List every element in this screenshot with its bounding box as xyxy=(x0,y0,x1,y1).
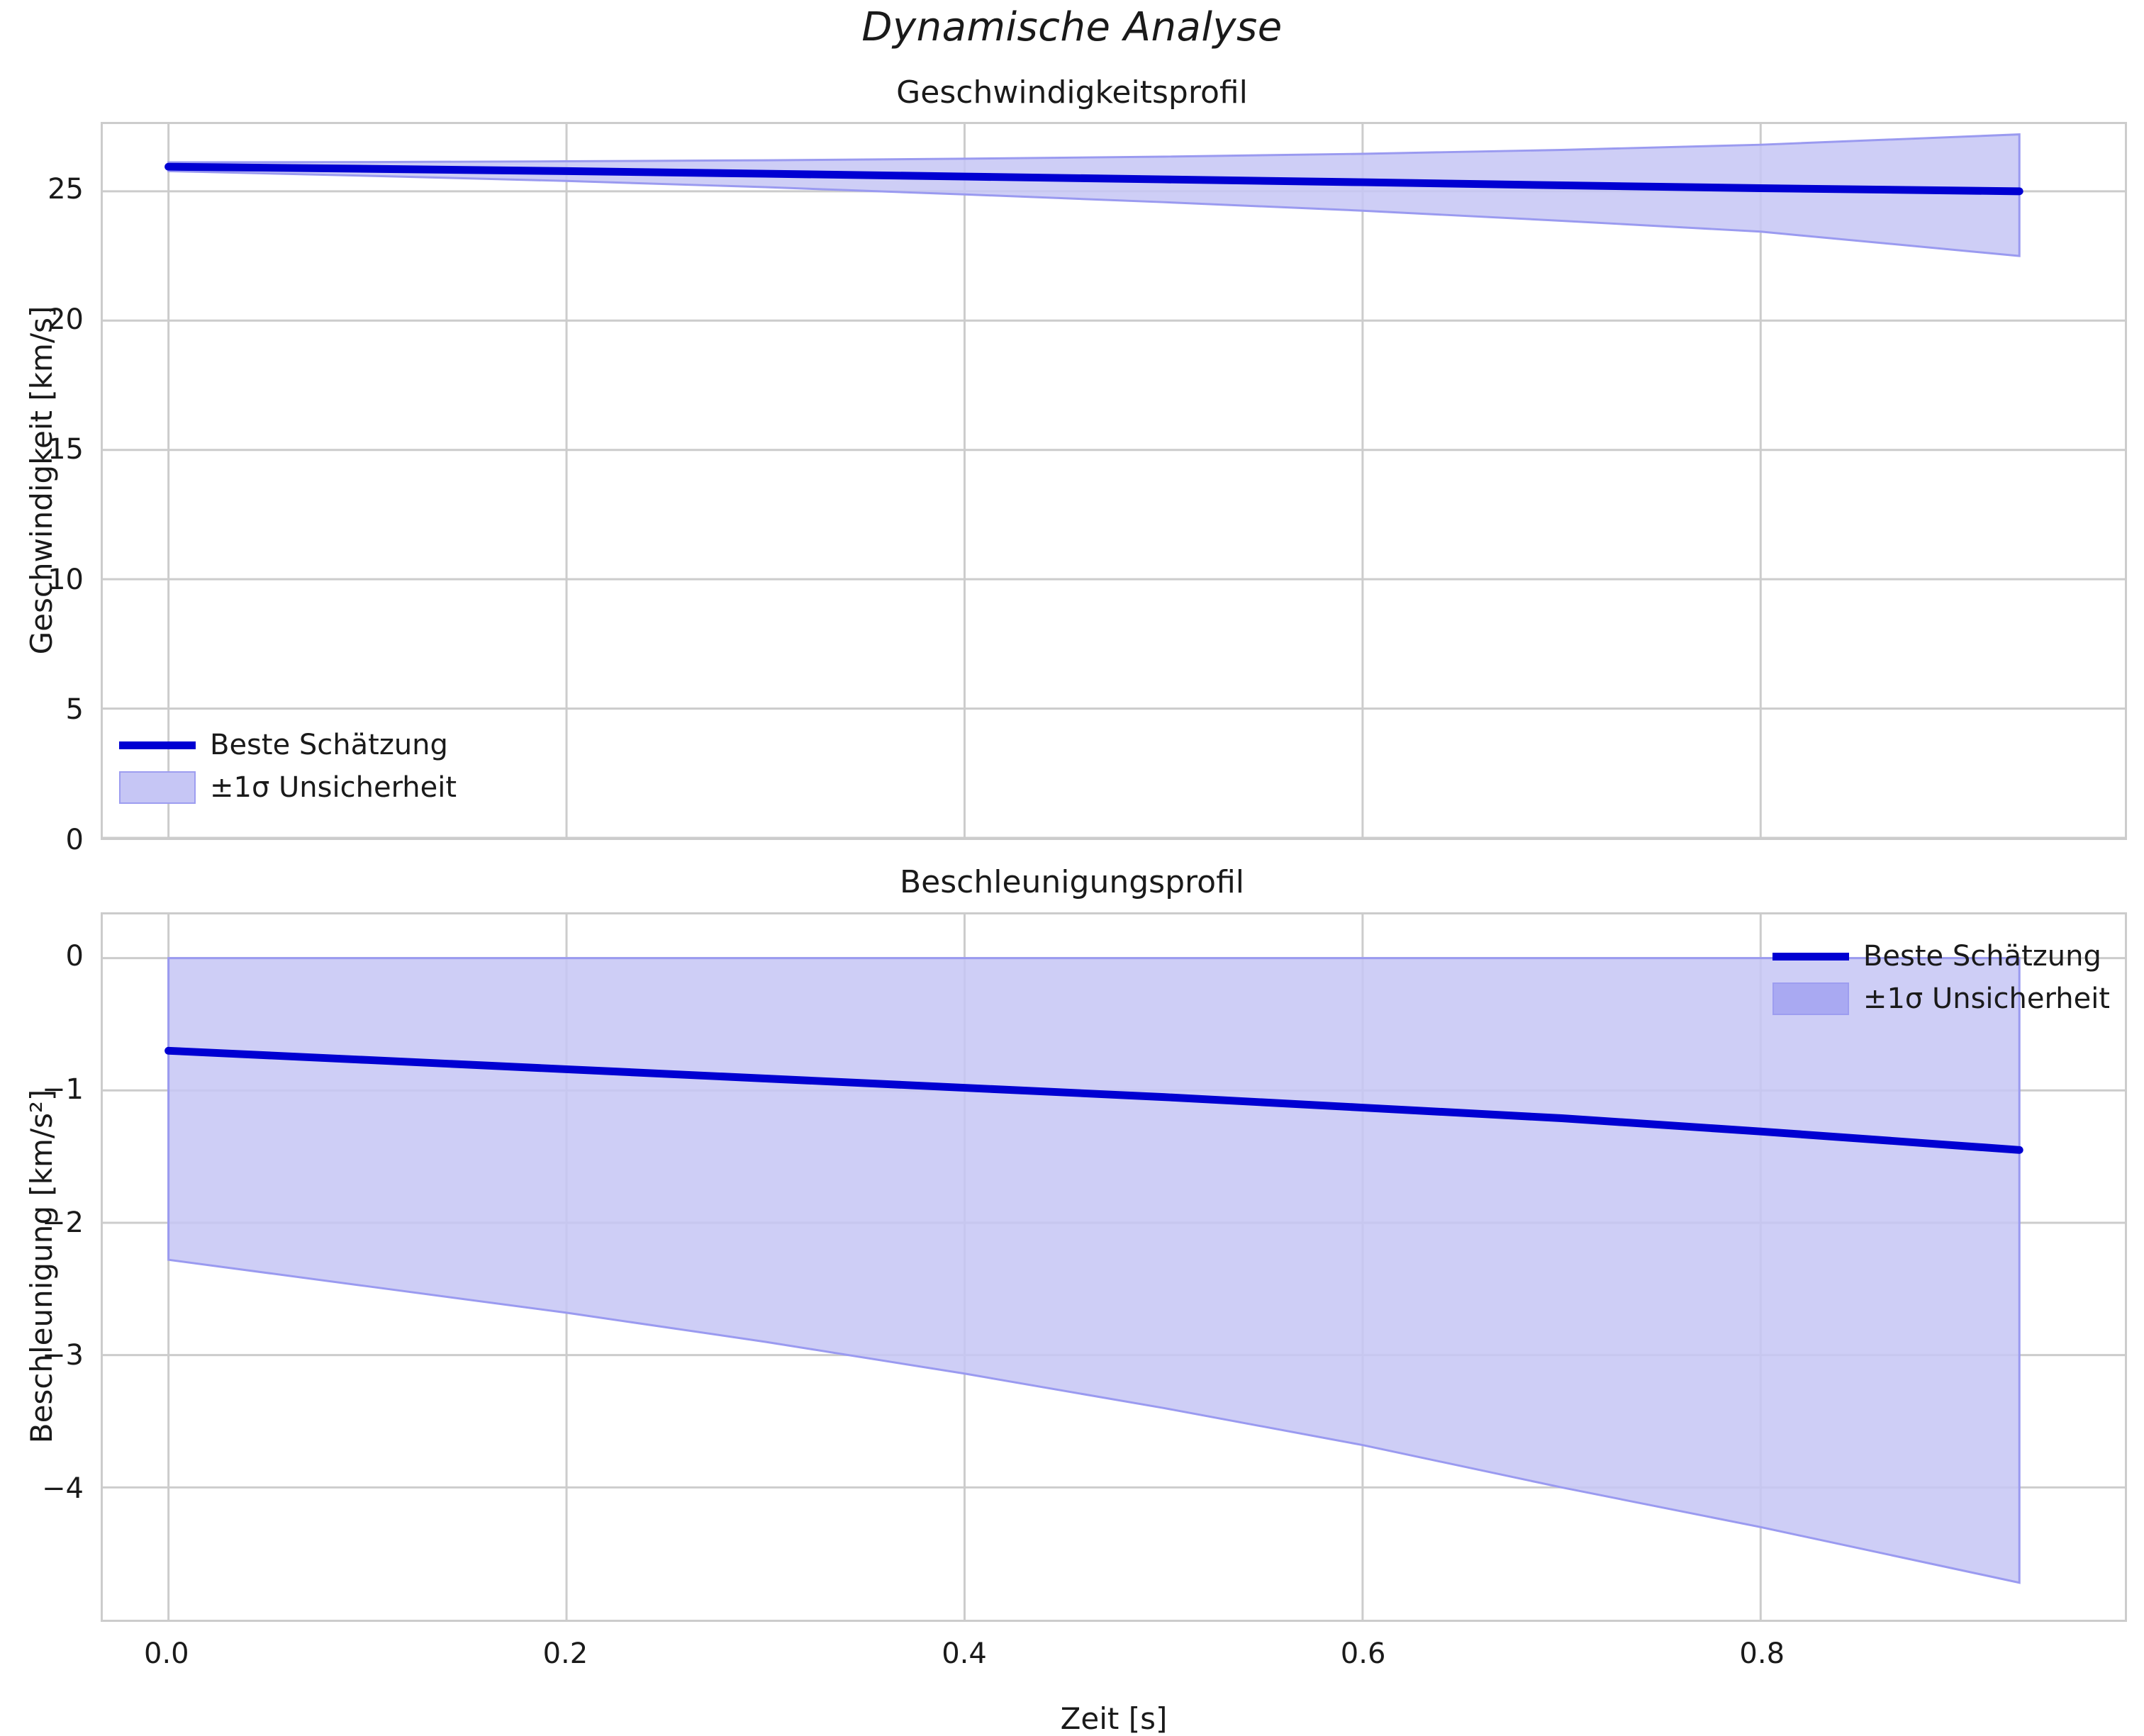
y-tick-label: −3 xyxy=(42,1339,84,1372)
x-tick-label: 0.8 xyxy=(1739,1637,1785,1670)
plot-area-velocity xyxy=(101,122,2127,840)
subplot-title-acceleration: Beschleunigungsprofil xyxy=(899,864,1245,900)
acceleration-plot-svg xyxy=(103,914,2125,1620)
x-tick-label: 0.4 xyxy=(942,1637,987,1670)
y-tick-label: −4 xyxy=(42,1472,84,1506)
legend-velocity: Beste Schätzung ±1σ Unsicherheit xyxy=(112,724,464,808)
velocity-plot-svg xyxy=(103,124,2125,838)
legend-band-swatch-icon xyxy=(1772,982,1849,1015)
x-tick-label: 0.0 xyxy=(144,1637,189,1670)
y-tick-label: 0 xyxy=(65,824,84,856)
legend-acceleration: Beste Schätzung ±1σ Unsicherheit xyxy=(1765,936,2117,1019)
legend-label-uncertainty: ±1σ Unsicherheit xyxy=(210,771,457,804)
subplot-title-velocity: Geschwindigkeitsprofil xyxy=(896,74,1248,111)
legend-entry-uncertainty[interactable]: ±1σ Unsicherheit xyxy=(1772,982,2110,1015)
y-tick-label: −1 xyxy=(42,1073,84,1106)
x-axis-label: Zeit [s] xyxy=(1060,1701,1168,1736)
y-tick-label: 15 xyxy=(48,433,84,466)
y-tick-label: 25 xyxy=(48,173,84,206)
x-tick-label: 0.6 xyxy=(1340,1637,1386,1670)
legend-label-uncertainty: ±1σ Unsicherheit xyxy=(1863,982,2110,1015)
legend-line-swatch-icon xyxy=(1772,952,1849,961)
legend-entry-uncertainty[interactable]: ±1σ Unsicherheit xyxy=(119,771,457,804)
legend-line-swatch-icon xyxy=(119,741,196,749)
legend-label-best-estimate: Beste Schätzung xyxy=(1863,940,2101,973)
y-tick-label: 10 xyxy=(48,563,84,596)
plot-area-acceleration xyxy=(101,912,2127,1622)
legend-label-best-estimate: Beste Schätzung xyxy=(210,729,448,761)
legend-band-swatch-icon xyxy=(119,771,196,804)
figure-suptitle: Dynamische Analyse xyxy=(861,4,1283,50)
y-tick-label: 5 xyxy=(65,693,84,727)
y-tick-label: −2 xyxy=(42,1206,84,1239)
legend-entry-best-estimate[interactable]: Beste Schätzung xyxy=(1772,940,2110,973)
legend-entry-best-estimate[interactable]: Beste Schätzung xyxy=(119,729,457,761)
y-tick-label: 20 xyxy=(48,303,84,336)
y-tick-label: 0 xyxy=(65,939,84,973)
x-tick-label: 0.2 xyxy=(542,1637,588,1670)
